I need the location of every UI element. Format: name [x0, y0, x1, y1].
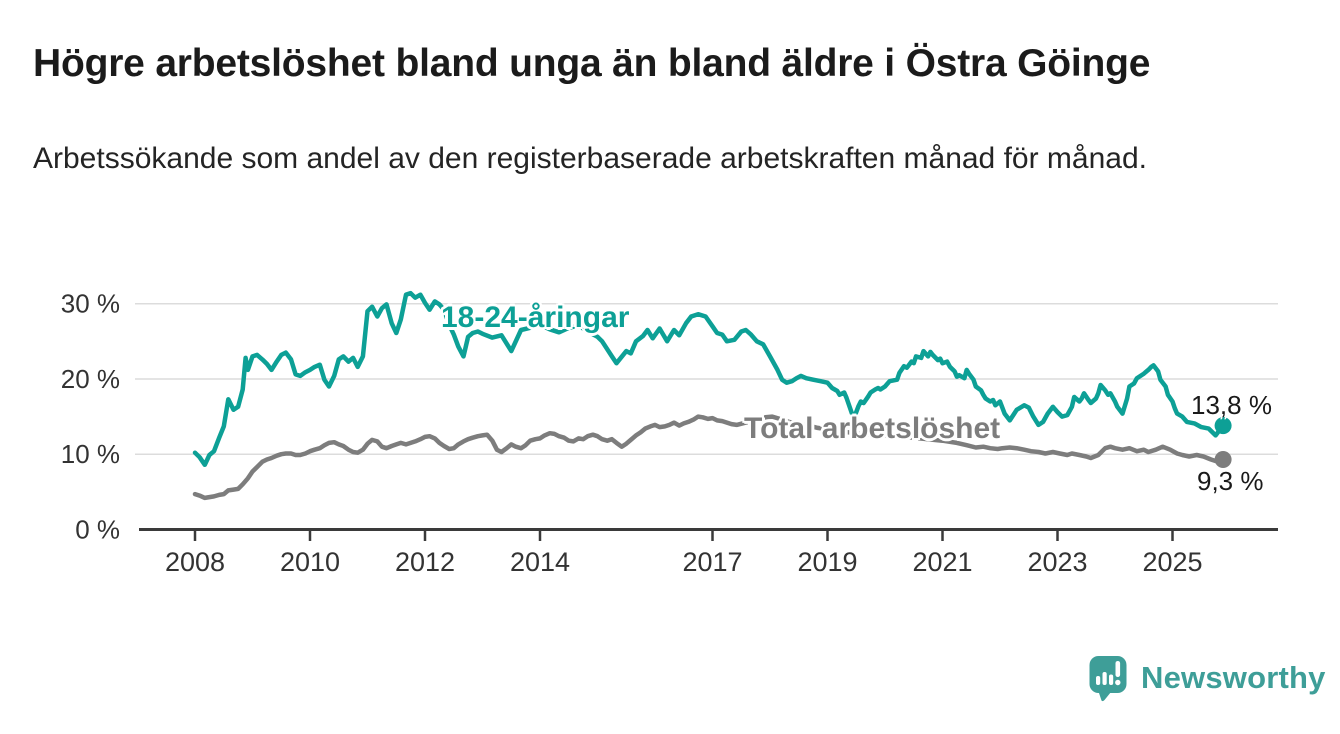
- chart-subtitle: Arbetssökande som andel av den registerb…: [33, 142, 1147, 175]
- page-title: Högre arbetslöshet bland unga än bland ä…: [33, 42, 1151, 85]
- y-tick-label: 30 %: [61, 289, 120, 319]
- y-tick-label: 10 %: [61, 439, 120, 469]
- series-line-total: [192, 414, 1226, 501]
- x-tick-label: 2017: [682, 547, 742, 577]
- series-label-young: 18-24-åringar: [441, 301, 630, 334]
- x-tick-label: 2014: [510, 547, 570, 577]
- newsworthy-logo-text: Newsworthy: [1141, 660, 1326, 695]
- y-tick-label: 20 %: [61, 364, 120, 394]
- newsworthy-logo-icon: [1089, 656, 1127, 702]
- y-tick-label: 0 %: [75, 515, 120, 545]
- series-end-dot-total: [1214, 451, 1232, 468]
- x-tick-label: 2019: [797, 547, 857, 577]
- x-tick-label: 2010: [280, 547, 340, 577]
- newsworthy-logo: Newsworthy: [1088, 654, 1326, 702]
- series-line-young: [192, 290, 1226, 468]
- series-end-dot-young: [1214, 417, 1232, 435]
- x-tick-label: 2025: [1142, 547, 1202, 577]
- series-label-total: Total arbetslöshet: [744, 412, 1001, 445]
- x-tick-label: 2008: [165, 547, 225, 577]
- x-tick-label: 2012: [395, 547, 455, 577]
- x-tick-label: 2023: [1027, 547, 1087, 577]
- end-value-label-young: 13,8 %: [1191, 390, 1272, 420]
- x-tick-label: 2021: [912, 547, 972, 577]
- end-value-label-total: 9,3 %: [1197, 466, 1264, 496]
